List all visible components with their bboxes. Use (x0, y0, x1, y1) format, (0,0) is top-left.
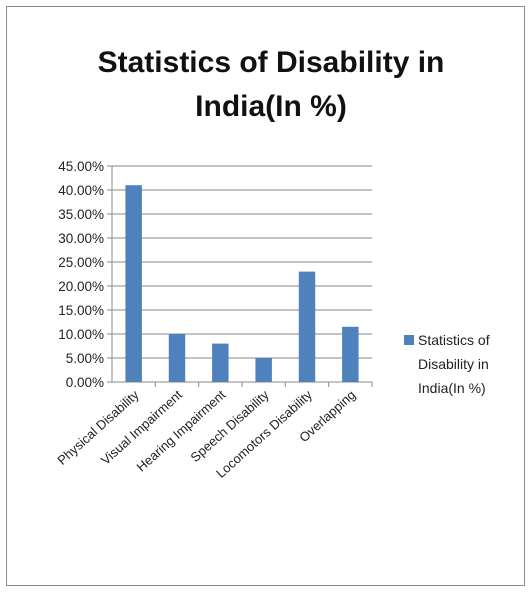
bar (342, 326, 359, 382)
legend-label-line-3: India(In %) (418, 380, 486, 396)
bar (212, 343, 229, 382)
y-tick-label: 30.00% (58, 231, 104, 246)
y-tick-label: 35.00% (58, 207, 104, 222)
chart-title-line-2: India(In %) (195, 90, 347, 123)
legend: Statistics of Disability in India(In %) (404, 332, 490, 396)
y-tick-label: 40.00% (58, 183, 104, 198)
bars (125, 185, 359, 382)
bar (125, 185, 142, 382)
y-tick-label: 20.00% (58, 279, 104, 294)
legend-swatch (404, 335, 414, 345)
chart-title-line-1: Statistics of Disability in (98, 46, 445, 79)
y-tick-label: 5.00% (66, 351, 104, 366)
chart-frame (6, 6, 525, 586)
y-axis-ticks: 0.00% 5.00% 10.00% 15.00% 20.00% 25.00% 30.00%… (58, 159, 112, 390)
y-tick-label: 15.00% (58, 303, 104, 318)
y-tick-label: 0.00% (66, 375, 104, 390)
legend-label-line-2: Disability in (418, 356, 489, 372)
y-tick-label: 45.00% (58, 159, 104, 174)
y-tick-label: 25.00% (58, 255, 104, 270)
bar (298, 271, 316, 382)
y-tick-label: 10.00% (58, 327, 104, 342)
bar (255, 358, 272, 382)
gridlines (112, 165, 372, 359)
legend-label-line-1: Statistics of (418, 332, 490, 348)
x-tick-label: Speech Disability (188, 387, 273, 465)
bar (168, 334, 186, 382)
